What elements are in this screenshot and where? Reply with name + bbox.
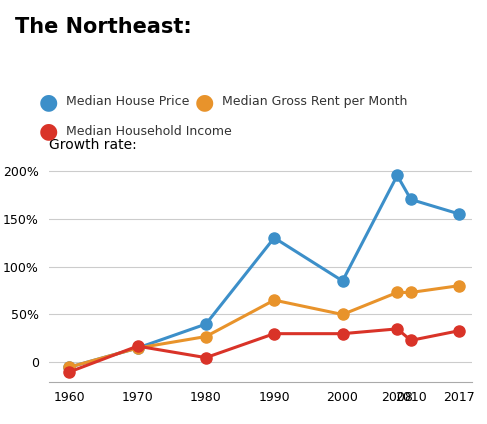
Text: Growth rate:: Growth rate: [49, 138, 136, 152]
Text: Median Gross Rent per Month: Median Gross Rent per Month [222, 95, 407, 108]
Text: The Northeast:: The Northeast: [15, 17, 191, 37]
Text: Median Household Income: Median Household Income [66, 125, 231, 138]
Text: ●: ● [39, 121, 58, 142]
Text: Median House Price: Median House Price [66, 95, 189, 108]
Text: ●: ● [39, 92, 58, 112]
Text: ●: ● [195, 92, 214, 112]
